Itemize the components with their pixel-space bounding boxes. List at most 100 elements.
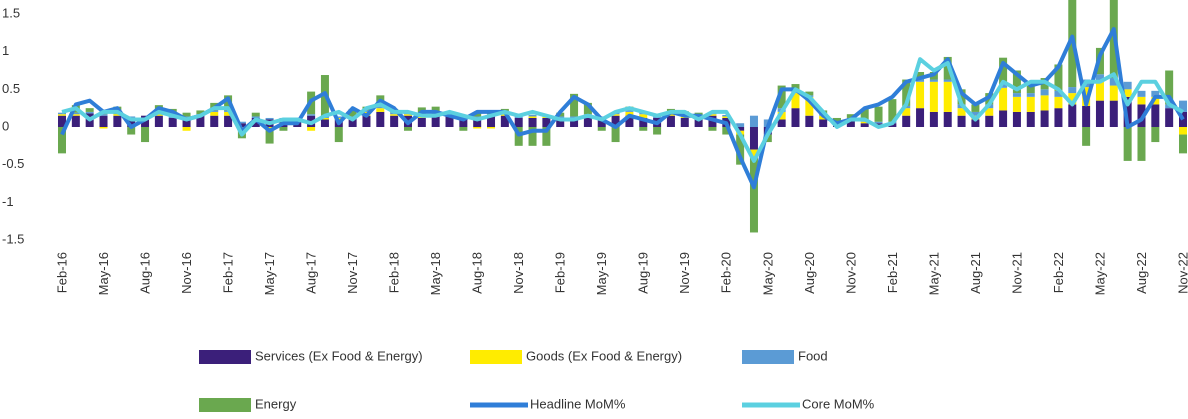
bar-segment bbox=[999, 57, 1008, 85]
bar-segment bbox=[1123, 89, 1132, 97]
bar-segment bbox=[943, 111, 952, 127]
bar-segment bbox=[902, 115, 911, 127]
bar-segment bbox=[417, 117, 426, 127]
bar-segment bbox=[58, 115, 66, 127]
bar-segment bbox=[1151, 90, 1160, 97]
y-tick-label: -0.5 bbox=[2, 156, 24, 171]
x-tick-label: Aug-22 bbox=[1134, 252, 1149, 294]
bar-segment bbox=[929, 111, 938, 127]
y-tick-label: 1 bbox=[2, 43, 9, 58]
y-tick-label: 0.5 bbox=[2, 81, 20, 96]
bar-segment bbox=[736, 127, 745, 131]
bar-segment bbox=[348, 108, 357, 117]
bar-segment bbox=[376, 108, 385, 112]
bar-segment bbox=[846, 114, 855, 118]
x-tick-label: Nov-21 bbox=[1009, 252, 1024, 294]
x-tick-label: Aug-16 bbox=[137, 252, 152, 294]
x-tick-label: Aug-18 bbox=[470, 252, 485, 294]
bar-segment bbox=[307, 127, 316, 131]
bar-segment bbox=[376, 106, 385, 109]
bar-segment bbox=[348, 117, 357, 127]
legend-label: Services (Ex Food & Energy) bbox=[255, 348, 423, 363]
bar-segment bbox=[694, 117, 703, 127]
bar-segment bbox=[999, 110, 1008, 127]
bar-segment bbox=[805, 115, 814, 127]
bar-segment bbox=[210, 115, 219, 127]
bar-segment bbox=[1123, 81, 1132, 90]
x-tick-label: May-19 bbox=[594, 252, 609, 295]
bar-segment bbox=[916, 79, 925, 82]
bar-segment bbox=[639, 114, 648, 118]
bar-segment bbox=[1109, 78, 1118, 86]
bar-segment bbox=[334, 116, 343, 118]
bar-segment bbox=[403, 127, 412, 131]
bar-segment bbox=[1068, 104, 1077, 127]
bar-segment bbox=[71, 115, 80, 127]
bar-segment bbox=[666, 114, 675, 116]
bar-segment bbox=[445, 115, 454, 127]
bar-segment bbox=[777, 85, 786, 109]
x-tick-label: Feb-17 bbox=[221, 252, 236, 293]
bar-segment bbox=[127, 117, 136, 127]
bar-segment bbox=[58, 112, 66, 115]
bar-segment bbox=[362, 115, 371, 127]
x-tick-label: Nov-16 bbox=[179, 252, 194, 294]
bar-segment bbox=[182, 112, 191, 117]
bar-segment bbox=[154, 114, 163, 116]
bar-segment bbox=[1082, 105, 1091, 127]
bar-segment bbox=[320, 119, 329, 127]
x-tick-label: Nov-18 bbox=[511, 252, 526, 294]
bar-segment bbox=[611, 127, 620, 143]
y-tick-label: -1.5 bbox=[2, 231, 24, 246]
bar-segment bbox=[570, 117, 579, 127]
bar-segment bbox=[611, 114, 620, 116]
bar-segment bbox=[597, 117, 606, 127]
bar-segment bbox=[473, 112, 482, 117]
bar-segment bbox=[1179, 127, 1187, 135]
legend-swatch bbox=[199, 350, 251, 364]
bar-segment bbox=[307, 114, 316, 116]
bar-segment bbox=[362, 110, 371, 112]
bar-segment bbox=[154, 115, 163, 127]
bar-segment bbox=[528, 116, 537, 118]
bar-segment bbox=[736, 134, 745, 165]
x-tick-label: May-21 bbox=[926, 252, 941, 295]
bar-segment bbox=[265, 117, 274, 120]
bar-segment bbox=[805, 96, 814, 116]
x-tick-label: May-17 bbox=[262, 252, 277, 295]
bar-segment bbox=[1109, 100, 1118, 127]
bar-segment bbox=[1165, 108, 1174, 127]
bar-segment bbox=[528, 114, 537, 117]
bar-segment bbox=[99, 114, 108, 116]
legend-label: Goods (Ex Food & Energy) bbox=[526, 348, 682, 363]
bar-segment bbox=[542, 127, 551, 146]
bar-segment bbox=[1040, 89, 1049, 96]
bar-segment bbox=[542, 117, 551, 127]
bar-segment bbox=[1137, 127, 1146, 161]
y-tick-label: 1.5 bbox=[2, 5, 20, 20]
bar-segment bbox=[58, 127, 66, 154]
bar-segment bbox=[957, 89, 966, 105]
bar-segment bbox=[528, 127, 537, 146]
bar-segment bbox=[736, 123, 745, 127]
bar-segment bbox=[473, 117, 482, 127]
bar-segment bbox=[514, 117, 523, 127]
x-tick-label: May-22 bbox=[1092, 252, 1107, 295]
bar-segment bbox=[749, 115, 758, 127]
bar-segment bbox=[473, 127, 482, 129]
bar-segment bbox=[141, 127, 150, 143]
bar-segment bbox=[985, 115, 994, 127]
bar-segment bbox=[1095, 100, 1104, 127]
bar-segment bbox=[500, 115, 509, 127]
bar-segment bbox=[1012, 70, 1021, 94]
bar-segment bbox=[874, 121, 883, 124]
bar-segment bbox=[860, 108, 869, 121]
bar-segment bbox=[653, 127, 662, 135]
bar-segment bbox=[251, 112, 260, 117]
bar-segment bbox=[1068, 93, 1077, 105]
bar-segment bbox=[791, 93, 800, 109]
bar-segment bbox=[749, 127, 758, 150]
bar-segment bbox=[376, 111, 385, 127]
bar-segment bbox=[611, 115, 620, 127]
x-tick-label: Feb-20 bbox=[719, 252, 734, 293]
